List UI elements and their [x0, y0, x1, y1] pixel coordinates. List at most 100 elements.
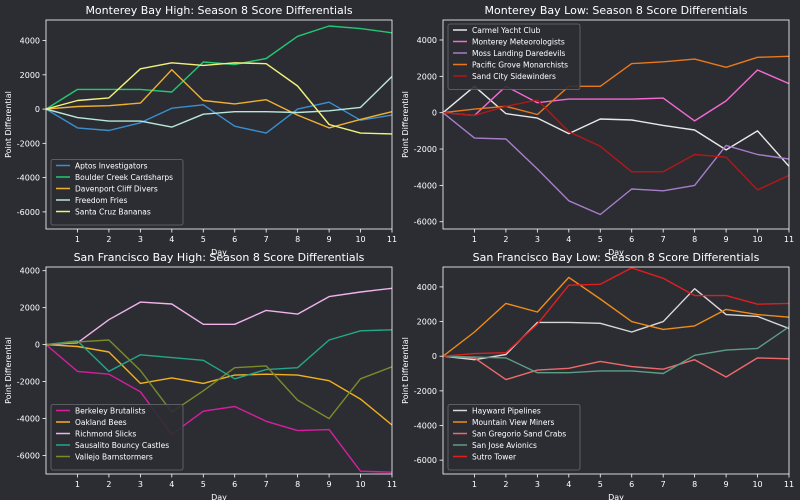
legend-label: San Gregorio Sand Crabs	[472, 430, 566, 439]
x-tick-label: 1	[472, 235, 477, 244]
series-line-santa-cruz-bananas	[46, 62, 392, 135]
legend: Aptos Investigators Boulder Creek Cardsha…	[50, 159, 184, 226]
legend-label: Aptos Investigators	[75, 162, 148, 171]
x-tick-label: 6	[232, 480, 237, 489]
x-tick-label: 9	[327, 480, 332, 489]
x-tick-label: 9	[724, 235, 729, 244]
legend-label: Pacific Grove Monarchists	[472, 61, 568, 70]
x-tick-label: 7	[661, 235, 666, 244]
series-line-sutro-tower	[443, 267, 789, 357]
x-axis-label: Day	[211, 248, 227, 257]
x-tick-label: 7	[264, 480, 269, 489]
legend-label: Oakland Bees	[75, 418, 127, 427]
axes-frame	[45, 266, 393, 475]
y-tick-label: 4000	[417, 283, 437, 292]
y-tick-label: 0	[35, 105, 40, 114]
y-tick-label: -6000	[414, 456, 437, 465]
x-tick-label: 8	[692, 235, 697, 244]
legend-label: Sand City Sidewinders	[472, 72, 556, 81]
series-line-sand-city-sidewinders	[443, 99, 789, 191]
legend-label: Berkeley Brutalists	[75, 407, 146, 416]
series-line-pacific-grove-monarchists	[443, 55, 789, 116]
x-tick-label: 10	[355, 235, 365, 244]
x-tick-label: 6	[629, 480, 634, 489]
y-axis-label: Point Differential	[4, 337, 13, 404]
series-line-moss-landing-daredevils	[443, 112, 789, 216]
series-line-vallejo-barnstormers	[46, 339, 392, 420]
y-tick-label: -6000	[17, 452, 40, 461]
x-tick-label: 10	[752, 235, 762, 244]
series-line-san-jose-avionics	[443, 326, 789, 375]
x-tick-label: 8	[295, 235, 300, 244]
y-tick-label: 0	[432, 352, 437, 361]
x-tick-label: 5	[598, 235, 603, 244]
x-tick-label: 8	[692, 480, 697, 489]
x-axis-label: Day	[211, 493, 227, 500]
x-tick-label: 5	[201, 235, 206, 244]
x-tick-label: 5	[201, 480, 206, 489]
chart-title: San Francisco Bay Low: Season 8 Score Di…	[473, 251, 760, 264]
x-tick-label: 3	[535, 235, 540, 244]
x-tick-label: 8	[295, 480, 300, 489]
y-tick-label: -4000	[414, 421, 437, 430]
x-tick-label: 4	[566, 480, 571, 489]
legend-label: Mountain View Miners	[472, 418, 555, 427]
y-axis-label: Point Differential	[4, 91, 13, 158]
legend-label: Sutro Tower	[472, 453, 517, 462]
y-tick-label: 4000	[417, 36, 437, 45]
x-tick-label: 6	[232, 235, 237, 244]
y-tick-label: -6000	[414, 218, 437, 227]
legend-label: Santa Cruz Bananas	[75, 208, 151, 217]
x-tick-label: 3	[535, 480, 540, 489]
y-tick-label: 4000	[20, 37, 40, 46]
series-line-monterey-meteorologists	[443, 69, 789, 122]
chart-title: San Francisco Bay High: Season 8 Score D…	[74, 251, 365, 264]
legend-label: Monterey Meteorologists	[472, 38, 565, 47]
y-tick-label: 2000	[20, 71, 40, 80]
legend: Carmel Yacht Club Monterey Meteorologists…	[447, 23, 581, 90]
x-tick-label: 7	[661, 480, 666, 489]
legend-label: Sausalito Bouncy Castles	[75, 441, 169, 450]
x-tick-label: 4	[169, 480, 174, 489]
chart-san-francisco-bay-low: San Francisco Bay Low: Season 8 Score Di…	[401, 251, 794, 500]
chart-title: Monterey Bay Low: Season 8 Score Differe…	[485, 4, 748, 17]
x-tick-label: 4	[169, 235, 174, 244]
legend-label: San Jose Avionics	[472, 441, 537, 450]
legend-label: Moss Landing Daredevils	[472, 49, 565, 58]
x-tick-label: 11	[784, 235, 794, 244]
y-tick-label: 2000	[417, 72, 437, 81]
y-tick-label: 2000	[20, 304, 40, 313]
x-axis-label: Day	[608, 248, 624, 257]
y-tick-label: -2000	[414, 387, 437, 396]
axes-frame	[442, 19, 790, 230]
x-tick-label: 11	[387, 235, 397, 244]
legend-label: Hayward Pipelines	[472, 407, 541, 416]
y-tick-label: 4000	[20, 267, 40, 276]
y-tick-label: -4000	[17, 174, 40, 183]
legend-box	[447, 404, 581, 471]
x-tick-label: 4	[566, 235, 571, 244]
x-tick-label: 3	[138, 480, 143, 489]
legend: Hayward Pipelines Mountain View Miners San…	[447, 404, 581, 471]
legend-label: Boulder Creek Cardsharps	[75, 173, 173, 182]
series-line-boulder-creek-cardsharps	[46, 25, 392, 110]
x-tick-label: 6	[629, 235, 634, 244]
series-line-sausalito-bouncy-castles	[46, 329, 392, 380]
series-line-san-gregorio-sand-crabs	[443, 355, 789, 381]
y-axis-label: Point Differential	[401, 337, 410, 404]
legend-label: Carmel Yacht Club	[472, 26, 541, 35]
x-tick-label: 7	[264, 235, 269, 244]
legend-label: Davenport Cliff Divers	[75, 185, 158, 194]
x-tick-label: 11	[387, 480, 397, 489]
x-axis-label: Day	[608, 493, 624, 500]
x-tick-label: 10	[752, 480, 762, 489]
y-axis-label: Point Differential	[401, 91, 410, 158]
legend-box	[50, 159, 184, 226]
series-line-berkeley-brutalists	[46, 344, 392, 473]
x-tick-label: 1	[75, 235, 80, 244]
legend-label: Richmond Slicks	[75, 430, 136, 439]
chart-san-francisco-bay-high: San Francisco Bay High: Season 8 Score D…	[4, 251, 397, 500]
x-tick-label: 2	[503, 480, 508, 489]
y-tick-label: -2000	[17, 378, 40, 387]
chart-monterey-bay-high: Monterey Bay High: Season 8 Score Differ…	[4, 4, 397, 257]
